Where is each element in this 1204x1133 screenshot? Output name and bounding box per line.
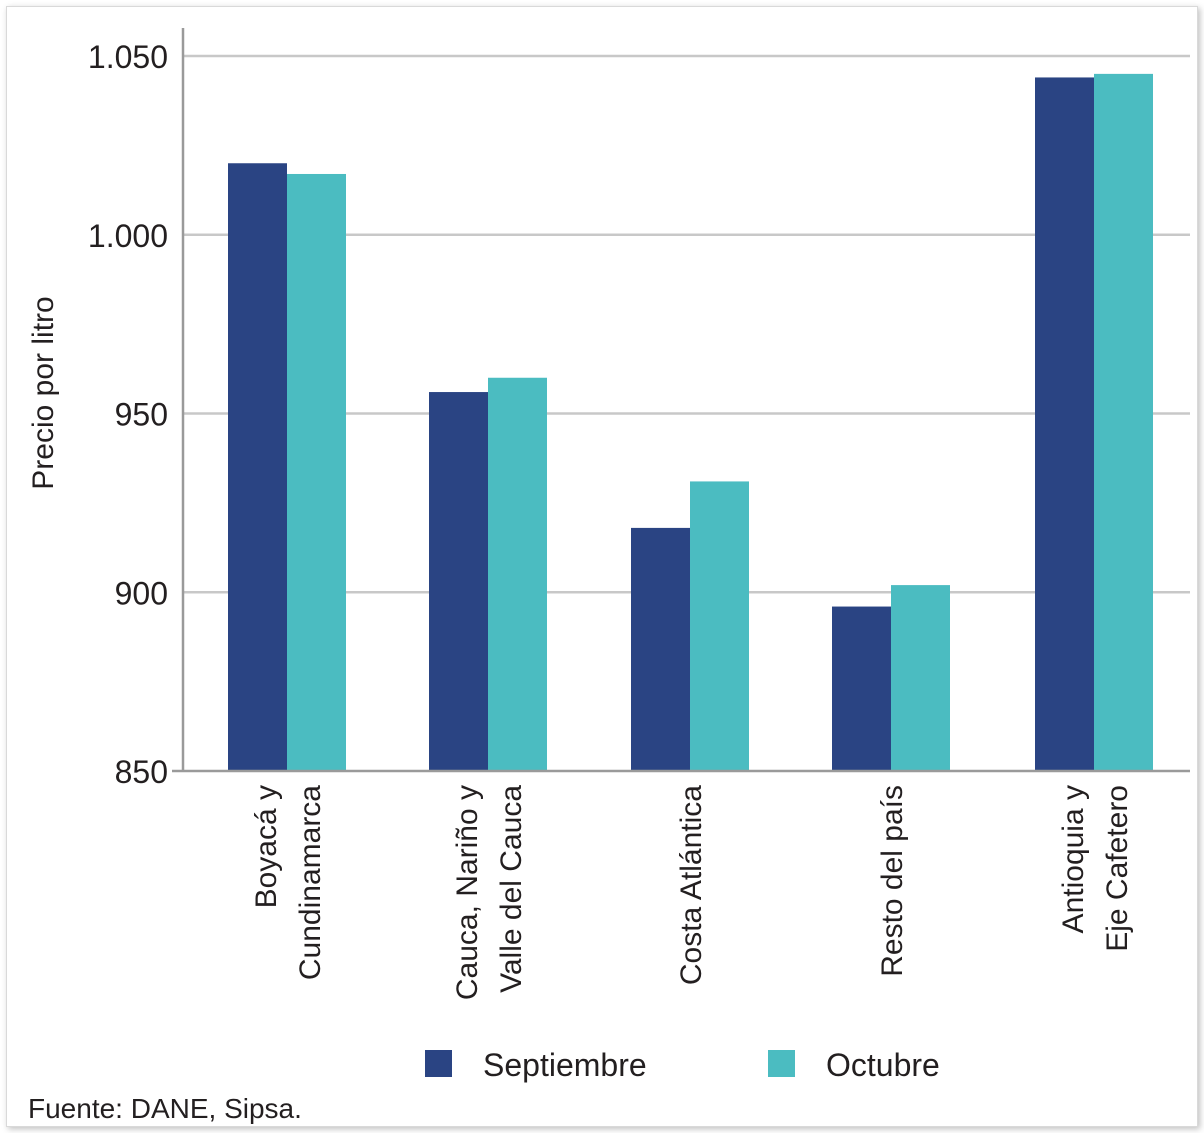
y-tick-label: 950 (115, 397, 168, 433)
legend-swatch-octubre (768, 1050, 795, 1077)
y-axis-label: Precio por litro (27, 296, 60, 489)
bar-septiembre-1 (429, 392, 488, 771)
axes (172, 28, 1190, 773)
x-category-label: Cauca, Nariño y (451, 785, 484, 1000)
x-category-label: Cundinamarca (294, 785, 327, 980)
y-tick-label: 850 (115, 754, 168, 790)
chart-frame (6, 6, 1198, 1127)
legend: Septiembre Octubre (425, 1047, 940, 1083)
bar-octubre-4 (1094, 73, 1153, 771)
bar-septiembre-4 (1035, 77, 1094, 771)
x-category-label: Resto del país (876, 785, 909, 977)
x-category-label: Boyacá y (250, 785, 283, 908)
bar-septiembre-2 (631, 527, 690, 771)
legend-label-septiembre: Septiembre (483, 1047, 647, 1083)
legend-swatch-septiembre (425, 1050, 452, 1077)
legend-label-octubre: Octubre (826, 1047, 940, 1083)
bars (228, 73, 1153, 772)
bar-septiembre-0 (228, 163, 287, 771)
source-note: Fuente: DANE, Sipsa. (28, 1093, 302, 1124)
y-tick-label: 1.050 (88, 39, 168, 75)
x-category-label: Valle del Cauca (495, 785, 528, 993)
y-tick-label: 900 (115, 575, 168, 611)
x-category-label: Antioquia y (1057, 785, 1090, 933)
y-tick-label: 1.000 (88, 218, 168, 254)
bar-septiembre-3 (832, 606, 891, 771)
bar-octubre-2 (690, 481, 749, 771)
x-category-label: Eje Cafetero (1101, 785, 1134, 952)
y-tick-labels: 850 900 950 1.000 1.050 (88, 39, 168, 790)
bar-octubre-3 (891, 585, 950, 771)
x-category-label: Costa Atlántica (675, 785, 708, 985)
bar-octubre-1 (488, 377, 547, 771)
bar-octubre-0 (287, 173, 346, 772)
x-category-labels: Boyacá y Cundinamarca Cauca, Nariño y Valle… (250, 785, 1134, 1000)
